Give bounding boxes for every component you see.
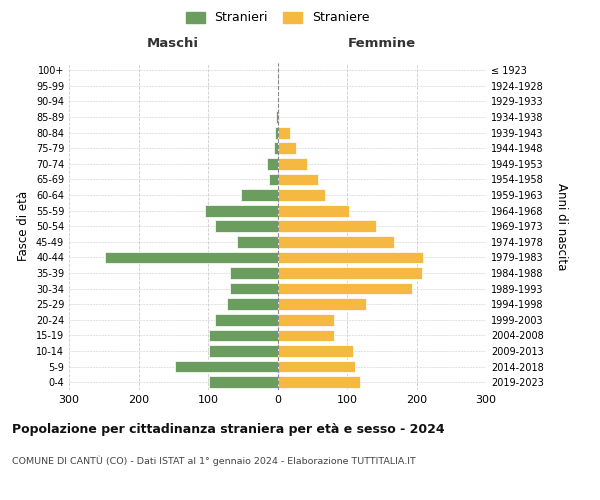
Bar (209, 345, 277, 357)
Bar (277, 127, 290, 138)
Legend: Stranieri, Straniere: Stranieri, Straniere (186, 12, 369, 24)
Bar (205, 205, 277, 216)
Bar (277, 96, 278, 108)
Bar (241, 189, 277, 201)
Bar (230, 267, 277, 279)
Bar (277, 236, 394, 248)
Bar (276, 111, 277, 123)
Bar (277, 142, 296, 154)
Bar (277, 220, 376, 232)
Bar (215, 314, 277, 326)
Y-axis label: Anni di nascita: Anni di nascita (555, 182, 568, 270)
Bar (277, 158, 307, 170)
Bar (277, 314, 334, 326)
Bar (227, 298, 277, 310)
Y-axis label: Fasce di età: Fasce di età (17, 191, 30, 262)
Bar (277, 361, 355, 372)
Bar (274, 142, 277, 154)
Text: COMUNE DI CANTÙ (CO) - Dati ISTAT al 1° gennaio 2024 - Elaborazione TUTTITALIA.I: COMUNE DI CANTÙ (CO) - Dati ISTAT al 1° … (12, 455, 416, 466)
Bar (277, 345, 353, 357)
Bar (277, 298, 367, 310)
Bar (277, 267, 422, 279)
Bar (209, 330, 277, 342)
Bar (277, 283, 412, 294)
Bar (215, 220, 277, 232)
Text: Femmine: Femmine (347, 37, 416, 50)
Bar (277, 189, 325, 201)
Bar (277, 376, 359, 388)
Bar (230, 283, 277, 294)
Bar (209, 376, 277, 388)
Bar (269, 174, 277, 186)
Bar (237, 236, 277, 248)
Bar (105, 252, 277, 264)
Bar (277, 252, 424, 264)
Bar (277, 111, 279, 123)
Bar (277, 174, 318, 186)
Text: Maschi: Maschi (147, 37, 199, 50)
Bar (175, 361, 277, 372)
Bar (277, 205, 349, 216)
Bar (267, 158, 277, 170)
Text: Popolazione per cittadinanza straniera per età e sesso - 2024: Popolazione per cittadinanza straniera p… (12, 422, 445, 436)
Bar (277, 330, 334, 342)
Bar (275, 127, 277, 138)
